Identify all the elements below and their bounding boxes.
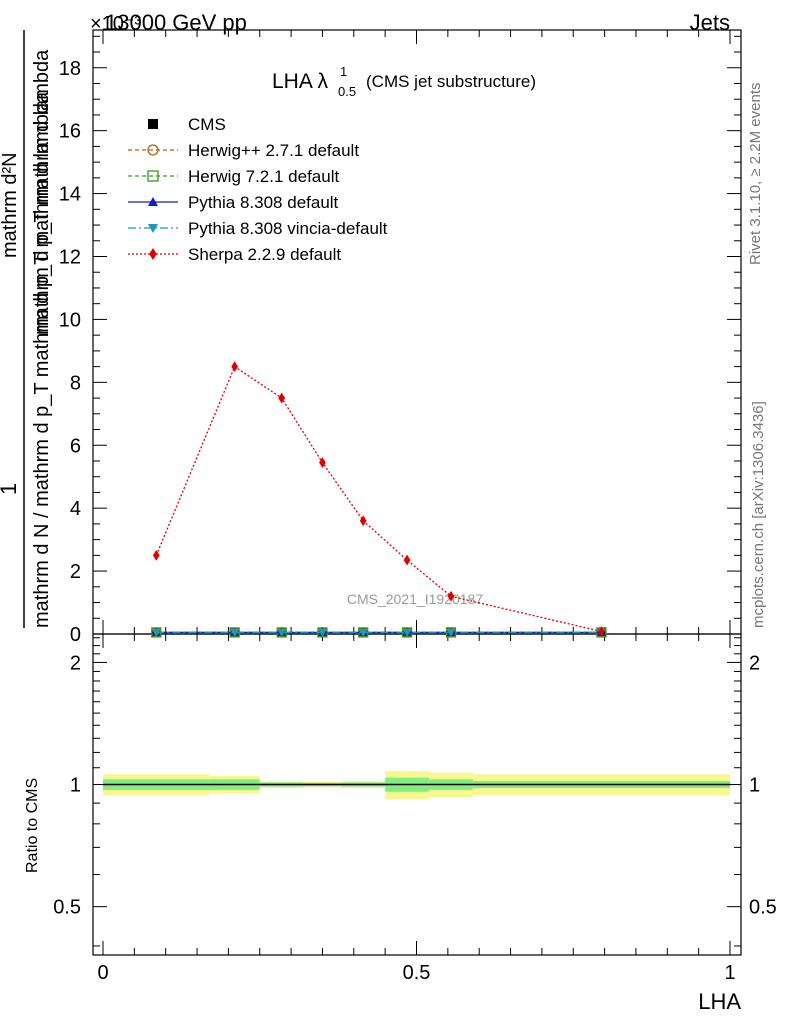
series-4-point-1 xyxy=(230,628,240,637)
plot-title-main: LHA λ xyxy=(272,70,329,93)
series-5-point-2 xyxy=(278,392,286,404)
x-axis-label: LHA xyxy=(698,989,741,1014)
plot-title: LHA λ 1 0.5 (CMS jet substructure) xyxy=(272,64,536,99)
main-y-tick-label-7: 14 xyxy=(59,184,81,206)
main-y-tick-label-0: 0 xyxy=(70,624,81,646)
series-4-point-6 xyxy=(446,628,456,637)
series-4-point-3 xyxy=(317,628,327,637)
energy-label: 13000 GeV pp xyxy=(105,10,247,35)
legend-label-5: Sherpa 2.2.9 default xyxy=(188,245,341,264)
main-y-tick-label-8: 16 xyxy=(59,121,81,143)
main-y-tick-label-6: 12 xyxy=(59,247,81,269)
ratio-y-tick-label-left-2: 2 xyxy=(70,652,81,674)
ratio-y-tick-label-right-0: 0.5 xyxy=(749,897,777,919)
series-5-point-4 xyxy=(359,515,367,527)
data-series xyxy=(151,361,607,638)
series-5-point-5 xyxy=(403,554,411,566)
legend-label-3: Pythia 8.308 default xyxy=(188,193,339,212)
legend-marker-2 xyxy=(147,170,159,182)
series-5-point-1 xyxy=(231,361,239,373)
mcplots-label: mcplots.cern.ch [arXiv:1306.3436] xyxy=(750,401,767,628)
series-5-point-7 xyxy=(598,626,605,637)
x-tick-label-1: 0.5 xyxy=(403,962,431,984)
legend-marker-0 xyxy=(148,119,158,129)
series-5-point-0 xyxy=(152,549,160,561)
ylabel-denominator: mathrm d N / mathrm d p_T mathrm d p_T m… xyxy=(31,91,53,628)
legend-marker-5 xyxy=(149,248,157,260)
legend-marker-1 xyxy=(147,144,159,156)
legend: CMS Herwig++ 2.7.1 default Herwig 7.2.1 de… xyxy=(128,115,388,264)
main-y-axis-label: mathrm d²N mathrm d p_T mathrm d lambda … xyxy=(0,30,53,628)
y-exponent-label: ×10⁻³ xyxy=(90,13,141,35)
series-5-point-6 xyxy=(447,590,455,602)
series-line-5 xyxy=(155,365,602,633)
ylabel-numerator-denominator: mathrm d p_T mathrm d lambda xyxy=(31,49,53,335)
main-y-tick-label-3: 6 xyxy=(70,435,81,457)
ylabel-numerator: mathrm d²N xyxy=(0,152,21,258)
main-y-tick-label-1: 2 xyxy=(70,561,81,583)
x-tick-label-0: 0 xyxy=(97,962,108,984)
main-y-tick-label-2: 4 xyxy=(70,498,81,520)
series-4-point-2 xyxy=(277,628,287,637)
rivet-version-label: Rivet 3.1.10, ≥ 2.2M events xyxy=(747,83,764,266)
series-4-point-0 xyxy=(151,628,161,637)
main-y-tick-label-9: 18 xyxy=(59,58,81,80)
legend-label-1: Herwig++ 2.7.1 default xyxy=(188,141,359,160)
legend-label-4: Pythia 8.308 vincia-default xyxy=(188,219,388,238)
legend-label-2: Herwig 7.2.1 default xyxy=(188,167,339,186)
series-4-point-4 xyxy=(358,628,368,637)
ratio-y-tick-label-left-0: 0.5 xyxy=(53,897,81,919)
ratio-bands xyxy=(103,770,730,800)
x-tick-label-2: 1 xyxy=(724,962,735,984)
ratio-y-tick-label-right-2: 2 xyxy=(749,652,760,674)
series-4-point-5 xyxy=(402,628,412,637)
process-label: Jets xyxy=(690,10,730,35)
ratio-y-tick-label-right-1: 1 xyxy=(749,775,760,797)
series-5-point-3 xyxy=(319,457,326,468)
ylabel-one: 1 xyxy=(0,483,21,495)
plot-title-sub: 0.5 xyxy=(338,84,356,99)
legend-marker-3 xyxy=(148,197,158,206)
legend-marker-4 xyxy=(148,224,158,233)
ratio-y-axis-label: Ratio to CMS xyxy=(24,778,41,873)
main-y-tick-label-5: 10 xyxy=(59,309,81,331)
legend-label-0: CMS xyxy=(188,115,226,134)
main-y-tick-label-4: 8 xyxy=(70,372,81,394)
plot-title-sup: 1 xyxy=(340,64,347,79)
plot-title-paren: (CMS jet substructure) xyxy=(366,72,536,91)
ratio-y-tick-label-left-1: 1 xyxy=(70,775,81,797)
